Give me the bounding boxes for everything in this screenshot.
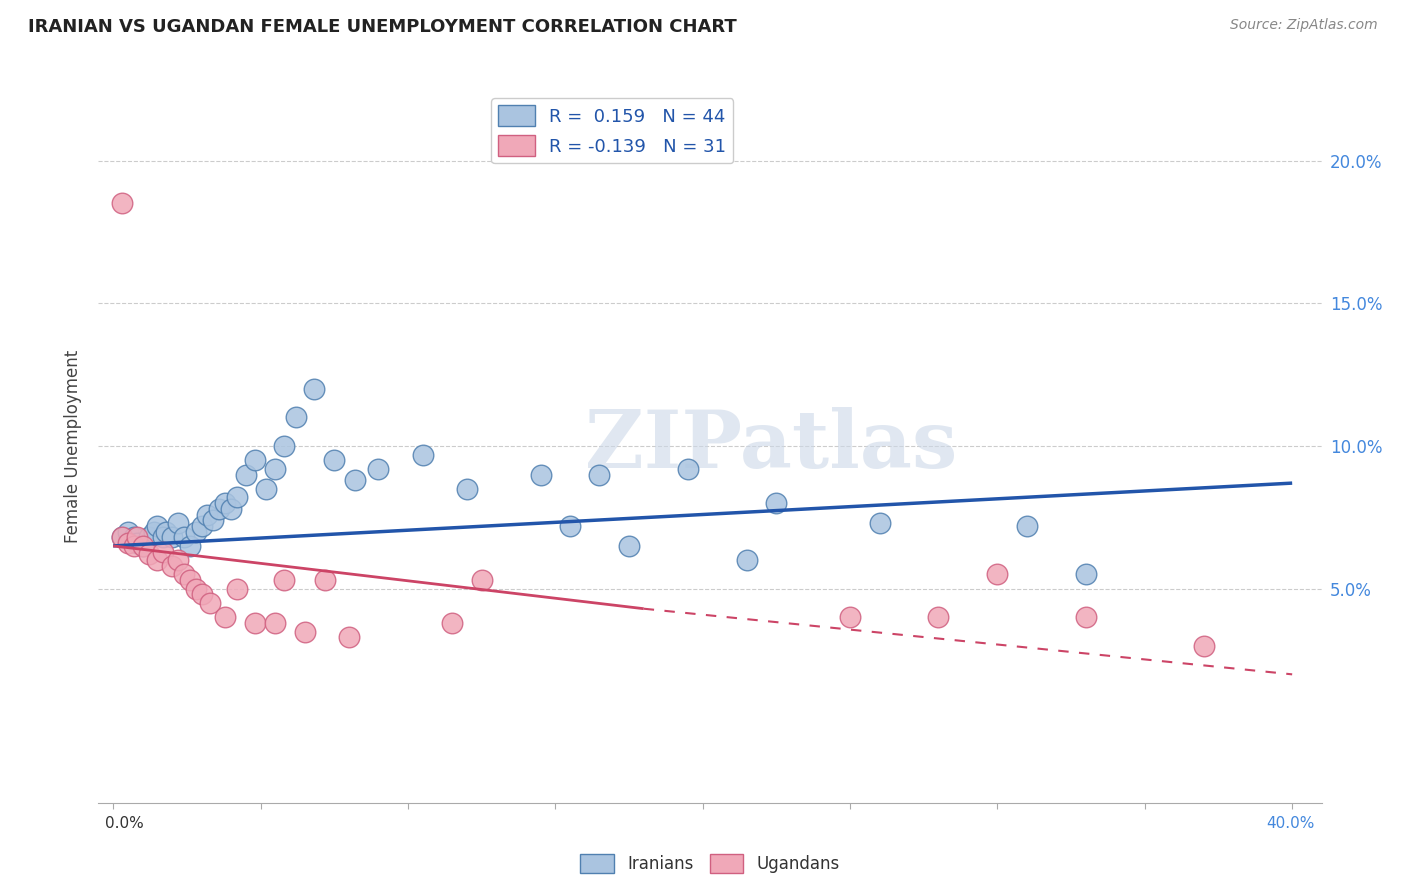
Point [131,539,153,553]
Point [273,573,295,587]
Point [869,516,891,530]
Point [1074,567,1097,582]
Point [323,453,346,467]
Point [471,573,494,587]
Point [173,530,195,544]
Point [243,453,266,467]
Point [1074,610,1097,624]
Point [111,196,134,211]
Point [1015,519,1038,533]
Point [131,539,153,553]
Point [441,615,464,630]
Point [367,462,389,476]
Point [152,530,174,544]
Point [184,582,207,596]
Point [200,596,222,610]
Point [152,544,174,558]
Point [122,530,145,544]
Point [179,573,201,587]
Point [735,553,758,567]
Point [235,467,257,482]
Point [314,573,336,587]
Point [160,558,183,573]
Point [264,462,287,476]
Point [343,473,366,487]
Text: 0.0%: 0.0% [105,816,145,831]
Point [273,439,295,453]
Point [765,496,787,510]
Point [122,539,145,553]
Text: IRANIAN VS UGANDAN FEMALE UNEMPLOYMENT CORRELATION CHART: IRANIAN VS UGANDAN FEMALE UNEMPLOYMENT C… [28,18,737,36]
Point [184,524,207,539]
Point [143,524,166,539]
Point [173,567,195,582]
Point [839,610,862,624]
Point [202,513,225,527]
Point [146,519,169,533]
Point [117,524,139,539]
Point [214,610,236,624]
Point [986,567,1008,582]
Point [529,467,551,482]
Point [264,615,287,630]
Point [160,530,183,544]
Point [558,519,581,533]
Point [302,382,325,396]
Text: ZIPatlas: ZIPatlas [585,407,957,485]
Point [190,587,212,601]
Point [617,539,640,553]
Point [167,516,190,530]
Point [190,519,212,533]
Text: Source: ZipAtlas.com: Source: ZipAtlas.com [1230,18,1378,32]
Point [167,553,190,567]
Point [226,491,249,505]
Text: 40.0%: 40.0% [1267,816,1315,831]
Point [117,536,139,550]
Point [138,530,160,544]
Point [155,524,177,539]
Point [197,508,219,522]
Point [226,582,249,596]
Point [111,530,134,544]
Point [412,448,434,462]
Point [125,530,148,544]
Y-axis label: Female Unemployment: Female Unemployment [65,350,83,542]
Point [219,501,242,516]
Point [214,496,236,510]
Point [111,530,134,544]
Legend: Iranians, Ugandans: Iranians, Ugandans [574,847,846,880]
Point [1192,639,1215,653]
Point [138,548,160,562]
Point [284,410,307,425]
Point [243,615,266,630]
Point [208,501,231,516]
Point [294,624,316,639]
Point [456,482,478,496]
Point [927,610,949,624]
Point [179,539,201,553]
Point [146,553,169,567]
Point [588,467,610,482]
Point [125,536,148,550]
Point [337,630,360,644]
Point [254,482,277,496]
Point [676,462,699,476]
